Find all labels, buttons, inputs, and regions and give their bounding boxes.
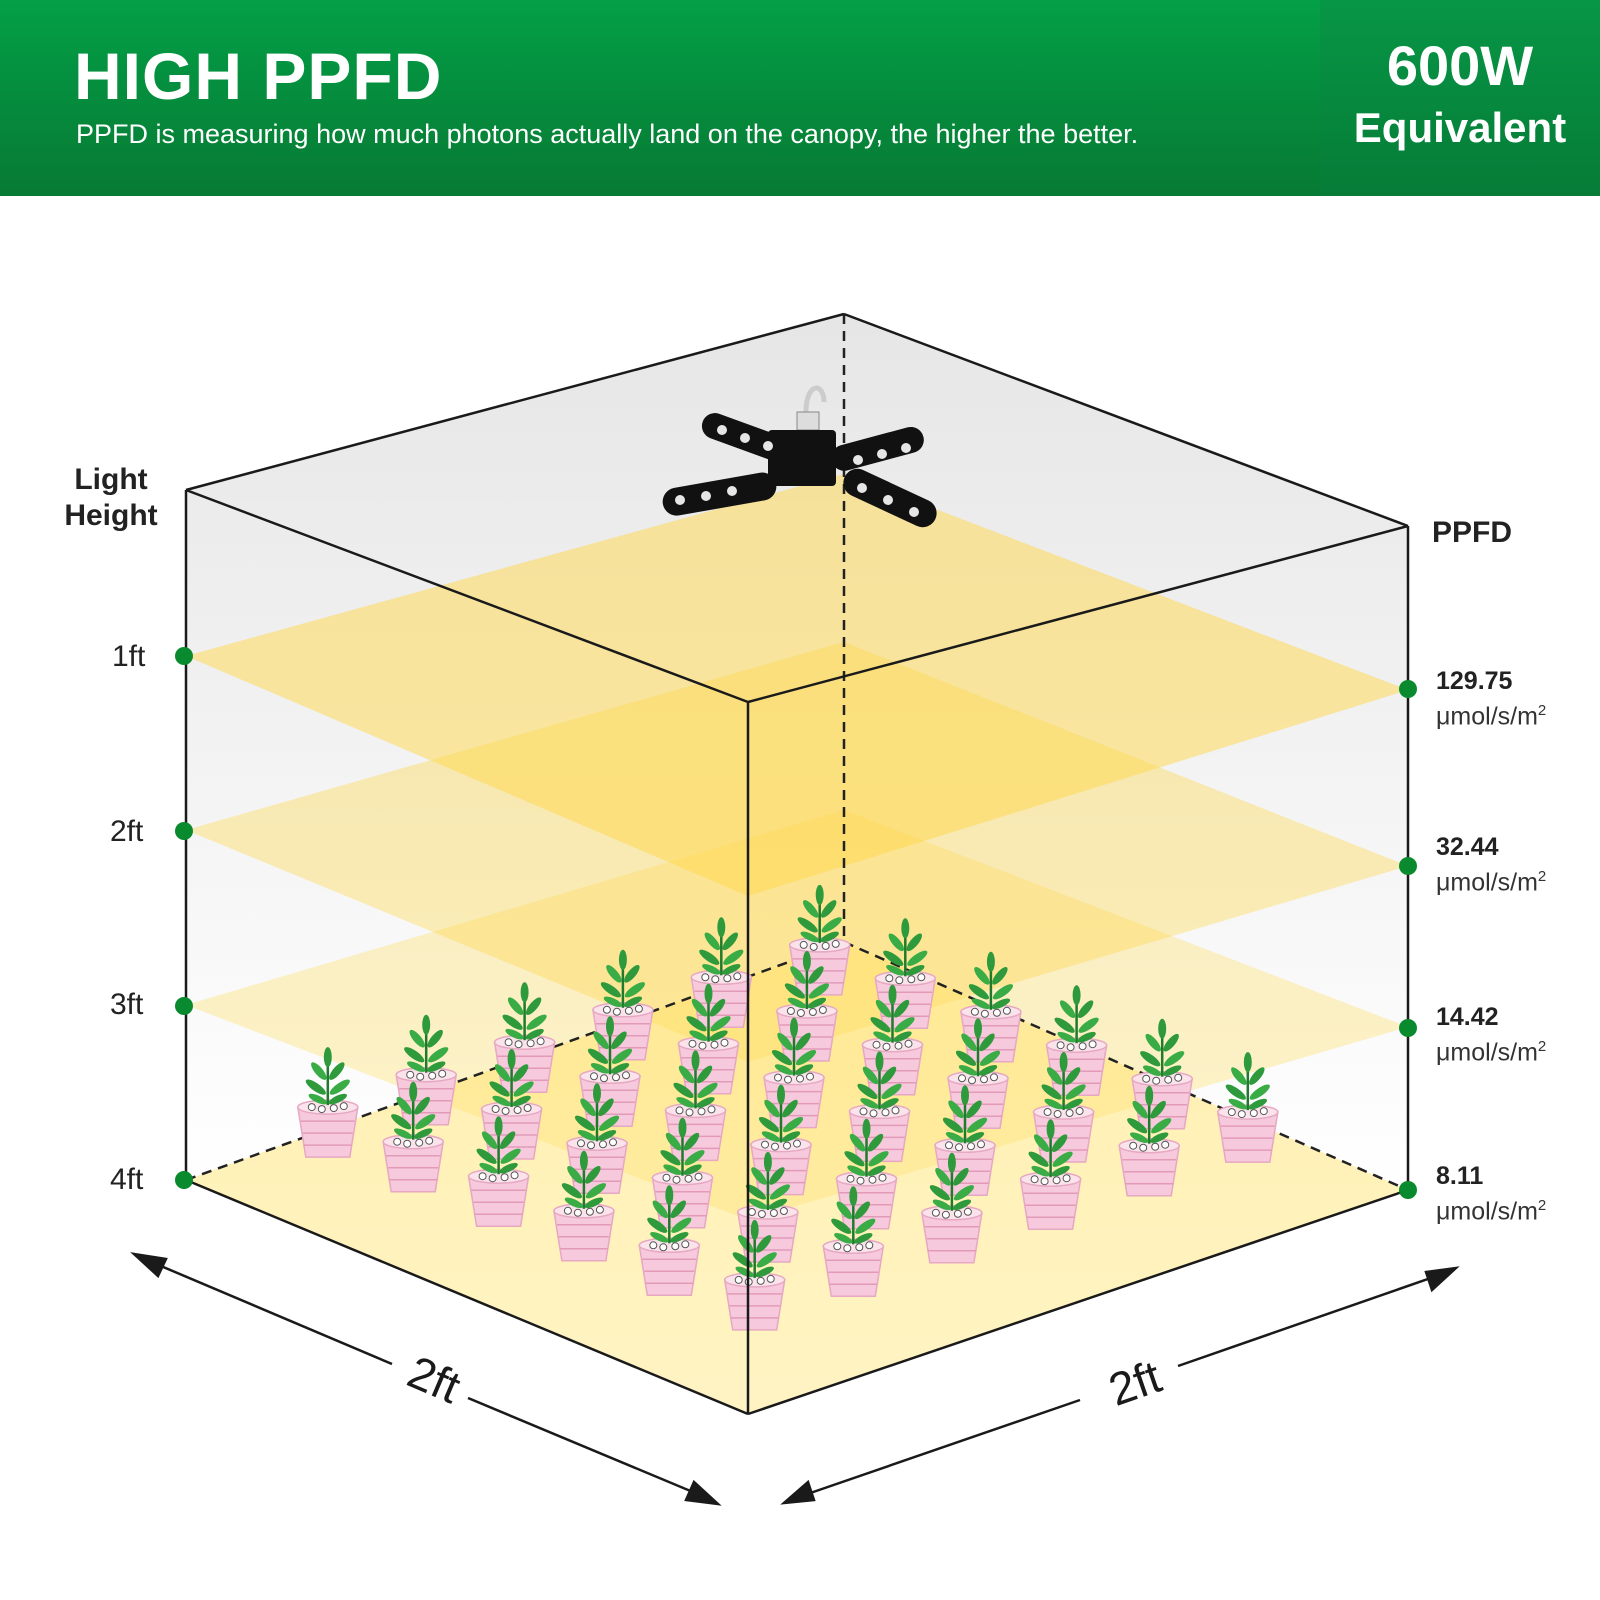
wattage-badge — [1320, 0, 1600, 196]
light-layer-1ft — [186, 474, 1408, 896]
ppfd-value: 32.44 — [1436, 833, 1499, 861]
header-banner: HIGH PPFD PPFD is measuring how much pho… — [0, 0, 1600, 196]
height-label-1ft: 1ft — [112, 640, 146, 673]
depth-label: 2ft — [1102, 1350, 1167, 1416]
wattage-label: Equivalent — [1353, 104, 1567, 151]
ppfd-unit: μmol/s/m2 — [1436, 1038, 1547, 1067]
ppfd-unit: μmol/s/m2 — [1436, 1197, 1547, 1226]
height-label-2ft: 2ft — [110, 815, 144, 848]
ppfd-title: PPFD — [1432, 516, 1513, 549]
tent-floor-edge-right — [843, 940, 1409, 1192]
height-label-3ft: 3ft — [110, 988, 144, 1021]
ppfd-reading-1ft: 129.75 μmol/s/m2 — [1436, 666, 1546, 731]
ppfd-reading-4ft: 8.11 μmol/s/m2 — [1436, 1161, 1546, 1226]
height-label-4ft: 4ft — [110, 1163, 144, 1196]
page-title: HIGH PPFD — [74, 39, 443, 113]
page-subtitle: PPFD is measuring how much photons actua… — [76, 119, 1139, 149]
light-layer-2ft — [186, 642, 1408, 1062]
ppfd-value: 129.75 — [1436, 667, 1513, 695]
ppfd-value: 8.11 — [1436, 1162, 1484, 1190]
height-markers — [175, 647, 1417, 1199]
ppfd-value: 14.42 — [1436, 1003, 1499, 1031]
ppfd-reading-3ft: 14.42 μmol/s/m2 — [1436, 1002, 1546, 1067]
ppfd-unit: μmol/s/m2 — [1436, 702, 1547, 731]
ppfd-reading-2ft: 32.44 μmol/s/m2 — [1436, 832, 1546, 897]
grow-light-icon — [662, 385, 937, 528]
width-label: 2ft — [401, 1345, 469, 1413]
dimension-arrows — [130, 1252, 1460, 1506]
wattage-value: 600W — [1386, 34, 1534, 97]
light-height-title: Light Height — [64, 463, 158, 532]
ppfd-unit: μmol/s/m2 — [1436, 868, 1547, 897]
grow-tent-diagram: 2ft 2ft — [130, 312, 1460, 1506]
